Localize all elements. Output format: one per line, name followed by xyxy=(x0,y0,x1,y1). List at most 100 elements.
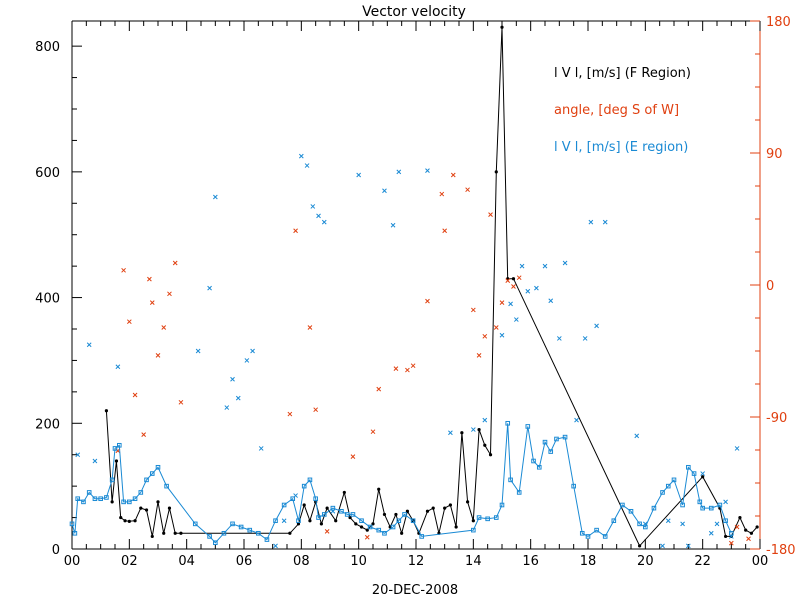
data-point xyxy=(155,353,161,358)
x-tick-label: 00 xyxy=(752,554,769,569)
data-point xyxy=(511,284,516,289)
data-point xyxy=(104,409,108,413)
y-right-tick-label: 180 xyxy=(766,15,791,30)
data-point xyxy=(115,364,121,370)
data-point xyxy=(235,395,241,401)
data-point xyxy=(400,531,404,535)
data-point xyxy=(723,499,728,505)
data-point xyxy=(483,443,487,447)
data-point xyxy=(75,496,81,502)
data-point xyxy=(86,490,92,495)
data-point xyxy=(717,502,723,508)
x-tick-label: 02 xyxy=(121,554,138,569)
data-point xyxy=(377,487,381,491)
data-point xyxy=(354,522,358,526)
data-point xyxy=(207,534,212,539)
data-point xyxy=(213,540,218,546)
data-point xyxy=(494,170,498,174)
data-point xyxy=(138,490,144,495)
data-point xyxy=(264,537,270,542)
series-2 xyxy=(69,420,734,546)
data-point xyxy=(665,518,671,524)
data-point xyxy=(104,495,109,500)
data-point xyxy=(247,527,253,533)
data-point xyxy=(700,471,706,476)
data-point xyxy=(350,512,356,517)
data-point xyxy=(334,519,338,523)
data-point xyxy=(660,490,665,495)
data-point xyxy=(508,477,513,483)
data-point xyxy=(628,508,634,514)
data-point xyxy=(155,464,161,470)
data-point xyxy=(173,531,177,535)
legend-entry: l V l, [m/s] (F Region) xyxy=(554,66,691,81)
data-point xyxy=(307,325,313,330)
data-point xyxy=(734,446,740,451)
y-right-tick-label: -180 xyxy=(766,543,796,558)
data-point xyxy=(69,521,75,527)
data-point xyxy=(505,278,511,283)
data-point xyxy=(471,519,475,523)
data-point xyxy=(519,263,525,269)
data-point xyxy=(339,508,344,514)
data-point xyxy=(301,483,307,489)
data-point xyxy=(513,317,519,322)
data-point xyxy=(164,483,169,489)
data-point xyxy=(714,521,720,527)
data-point xyxy=(485,516,490,522)
data-point xyxy=(167,506,172,510)
data-point xyxy=(410,363,416,369)
data-point xyxy=(634,433,640,439)
data-point xyxy=(364,534,370,540)
series-1 xyxy=(115,172,751,546)
data-point xyxy=(405,367,410,373)
data-point xyxy=(531,458,536,464)
data-point xyxy=(665,483,671,489)
data-point xyxy=(296,522,301,526)
data-point xyxy=(488,212,493,217)
data-point xyxy=(178,399,184,405)
data-point xyxy=(402,512,407,517)
y-left-tick-label: 400 xyxy=(35,292,60,307)
x-tick-label: 12 xyxy=(408,554,425,569)
data-point xyxy=(542,263,548,269)
data-point xyxy=(686,464,691,470)
data-point xyxy=(708,505,714,511)
y-right-tick-label: -90 xyxy=(766,411,787,426)
x-tick-label: 16 xyxy=(522,554,539,569)
data-point xyxy=(117,442,122,448)
data-point xyxy=(350,454,356,459)
data-point xyxy=(313,496,318,502)
data-point xyxy=(588,219,594,225)
data-point xyxy=(602,219,608,225)
data-point xyxy=(637,521,642,527)
data-point xyxy=(470,427,476,432)
x-tick-label: 08 xyxy=(293,554,310,569)
data-point xyxy=(700,505,705,511)
data-point xyxy=(321,219,327,225)
data-point xyxy=(321,512,327,517)
data-point xyxy=(536,464,542,470)
data-point xyxy=(410,518,416,524)
data-point xyxy=(319,522,323,526)
data-point xyxy=(728,540,734,546)
data-point xyxy=(141,432,147,437)
data-point xyxy=(620,502,625,508)
data-point xyxy=(192,521,198,527)
data-point xyxy=(450,172,456,178)
data-point xyxy=(359,518,364,524)
data-point xyxy=(405,509,409,513)
data-point xyxy=(149,300,155,305)
data-point xyxy=(728,534,734,539)
series-3 xyxy=(75,153,740,549)
data-point xyxy=(594,527,599,533)
data-point xyxy=(230,376,235,382)
data-point xyxy=(465,187,470,193)
data-point xyxy=(313,407,319,413)
data-point xyxy=(516,275,522,281)
data-point xyxy=(508,301,513,307)
data-point xyxy=(179,531,183,535)
data-point xyxy=(744,528,748,532)
data-point xyxy=(579,530,585,536)
data-point xyxy=(310,204,316,209)
